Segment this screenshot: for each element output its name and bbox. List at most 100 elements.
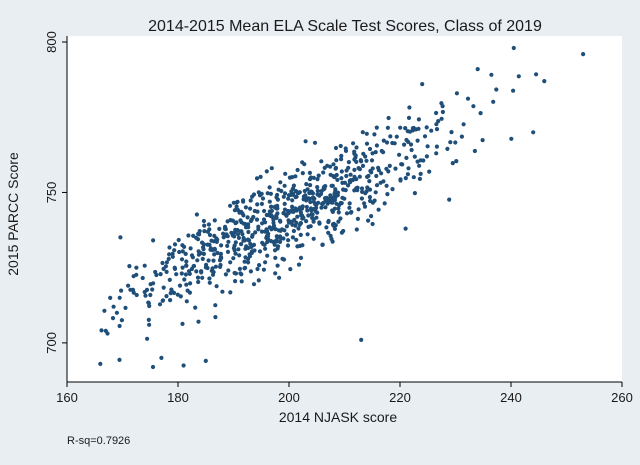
data-point [330,222,336,227]
data-point [188,246,193,251]
data-point [379,148,384,154]
data-point [325,163,330,168]
data-point [168,291,173,296]
data-point [200,240,205,245]
data-point [176,237,181,243]
data-point [308,224,313,229]
data-point [459,134,464,139]
data-point [172,266,178,271]
data-point [295,214,300,219]
data-point [301,197,306,202]
data-point [412,154,417,159]
data-point [164,294,169,299]
data-point [364,158,369,163]
data-point [263,260,268,265]
data-point [509,136,514,141]
data-point [447,197,452,202]
data-point [343,146,348,151]
data-point [241,198,246,203]
data-point [365,185,370,190]
data-point [265,191,270,196]
data-point [195,275,201,280]
data-point [408,142,414,147]
data-point [293,195,298,200]
data-point [364,141,370,146]
data-point [359,337,364,342]
y-tick-label: 700 [44,332,59,354]
data-point [194,269,199,274]
data-point [282,201,287,206]
data-point [213,303,218,308]
data-point [417,163,422,168]
data-point [306,213,311,218]
data-point [434,151,439,156]
data-point [261,242,266,247]
data-point [290,222,295,227]
data-point [110,316,116,321]
data-point [333,166,338,171]
data-point [271,223,277,228]
data-point [348,180,353,185]
data-point [197,229,202,234]
x-tick-label: 200 [278,390,300,405]
chart-title: 2014-2015 Mean ELA Scale Test Scores, Cl… [148,18,542,35]
data-point [126,283,131,288]
data-point [248,198,253,203]
data-point [207,232,213,238]
data-point [206,222,211,227]
data-point [478,111,483,116]
data-point [326,218,331,224]
data-point [335,190,340,195]
data-point [260,221,265,226]
data-point [346,160,351,165]
data-point [273,271,278,276]
data-point [264,234,270,239]
data-point [140,275,145,281]
data-point [248,206,253,211]
data-point [267,185,272,190]
data-points [98,45,586,370]
data-point [271,217,276,222]
data-point [300,171,305,176]
data-point [406,166,411,171]
data-point [212,252,217,257]
data-point [352,167,357,172]
data-point [264,212,269,218]
data-point [392,141,397,146]
data-point [394,134,399,139]
data-point [330,200,335,205]
data-point [317,193,322,198]
data-point [302,162,307,167]
data-point [352,174,357,179]
data-point [312,140,318,145]
data-point [117,323,122,329]
data-point [454,159,459,164]
data-point [360,130,365,135]
data-point [277,275,282,280]
data-point [181,363,186,368]
data-point [333,187,338,192]
data-point [180,243,185,248]
x-tick-label: 260 [611,390,633,405]
data-point [406,115,412,120]
data-point [286,211,291,216]
data-point [289,219,294,224]
data-point [147,322,152,327]
data-point [267,209,272,214]
data-point [225,243,230,248]
data-point [179,271,184,276]
data-point [334,201,339,206]
data-point [142,263,147,268]
data-point [510,88,516,93]
data-point [336,206,341,211]
data-point [269,213,274,218]
data-point [445,146,450,151]
data-point [531,130,536,135]
data-point [312,196,317,201]
data-point [196,252,201,257]
data-point [255,266,260,272]
data-point [247,254,253,259]
data-point [234,200,239,205]
data-point [311,236,316,241]
data-point [170,254,175,259]
